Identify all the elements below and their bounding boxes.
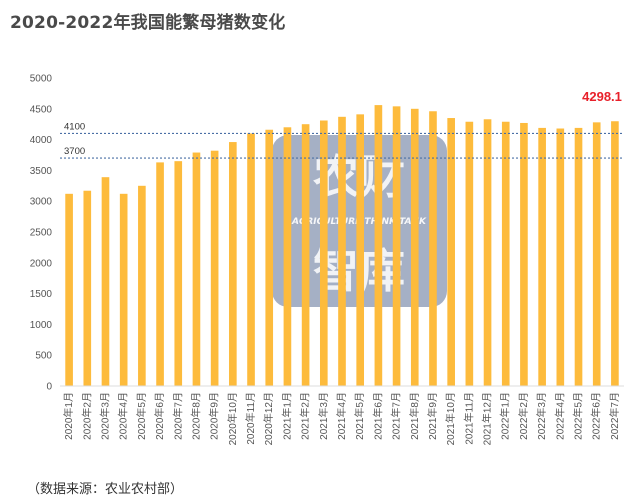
- x-tick-label: 2020年11月: [244, 392, 257, 445]
- bar: [319, 120, 328, 386]
- bar: [83, 190, 92, 386]
- x-tick-label: 2020年10月: [226, 392, 239, 445]
- bar: [356, 114, 365, 386]
- x-tick-label: 2022年1月: [499, 392, 512, 440]
- x-tick-label: 2021年1月: [280, 392, 293, 440]
- y-axis: 0 500 1000 1500 2000 2500 3000 3500 4000 4500 5000: [30, 74, 53, 393]
- y-tick-label: 3000: [30, 197, 53, 208]
- x-tick-label: 2021年2月: [299, 392, 312, 440]
- y-tick-label: 4000: [30, 135, 53, 146]
- bar: [174, 161, 183, 386]
- bar: [65, 193, 73, 386]
- bar: [538, 127, 546, 387]
- data-source-note: （数据来源：农业农村部）: [27, 482, 184, 497]
- bars-layer: [65, 105, 619, 387]
- x-tick-label: 2020年12月: [262, 392, 275, 445]
- x-tick-label: 2020年3月: [98, 392, 111, 440]
- y-tick-label: 4500: [30, 104, 53, 115]
- last-value-label: 4298.1: [582, 89, 622, 104]
- bar: [210, 150, 219, 386]
- x-tick-label: 2022年3月: [535, 392, 548, 440]
- bar: [556, 128, 565, 386]
- x-tick-label: 2022年2月: [517, 392, 530, 440]
- y-tick-label: 2000: [30, 258, 53, 269]
- bar: [447, 118, 455, 386]
- x-tick-label: 2021年9月: [426, 392, 439, 440]
- reference-line-label: 3700: [64, 146, 85, 157]
- x-tick-label: 2022年7月: [608, 392, 621, 440]
- x-tick-label: 2022年4月: [553, 392, 566, 440]
- bar: [301, 124, 310, 386]
- bar: [338, 116, 346, 386]
- x-tick-label: 2022年6月: [590, 392, 603, 440]
- reference-line-label: 4100: [64, 121, 85, 132]
- bar: [283, 127, 292, 386]
- x-tick-label: 2021年6月: [371, 392, 384, 440]
- bar: [465, 121, 474, 387]
- x-tick-label: 2021年4月: [335, 392, 348, 440]
- annotations: 4298.1: [582, 89, 622, 104]
- y-tick-label: 0: [46, 382, 52, 393]
- reference-lines: 4100 3700: [60, 121, 624, 159]
- bar: [101, 177, 110, 386]
- bar: [229, 142, 237, 386]
- y-tick-label: 3500: [30, 166, 53, 177]
- x-axis: 2020年1月 2020年2月 2020年3月 2020年4月 2020年5月 2020年…: [60, 385, 624, 445]
- bar: [429, 111, 437, 386]
- x-tick-label: 2020年2月: [80, 392, 93, 440]
- bar: [501, 121, 510, 387]
- x-tick-label: 2022年5月: [572, 392, 585, 440]
- y-tick-label: 1500: [30, 289, 53, 300]
- bar-chart: 农财 AGRICULTURE THINK TANK 智库 05001000150…: [30, 74, 624, 445]
- x-tick-label: 2020年1月: [62, 392, 75, 440]
- x-tick-label: 2020年6月: [153, 392, 166, 440]
- x-tick-label: 2021年5月: [353, 392, 366, 440]
- x-tick-label: 2021年12月: [481, 392, 494, 445]
- bar: [592, 122, 601, 386]
- bar: [119, 193, 128, 386]
- bar: [410, 108, 419, 387]
- bar: [611, 121, 619, 387]
- bar: [374, 105, 383, 386]
- bar: [265, 129, 274, 387]
- x-tick-label: 2021年11月: [462, 392, 475, 445]
- x-tick-label: 2021年7月: [390, 392, 403, 440]
- x-tick-label: 2020年8月: [189, 392, 202, 440]
- bar: [483, 119, 492, 387]
- bar: [156, 162, 164, 386]
- bar: [247, 133, 255, 386]
- x-tick-label: 2020年9月: [208, 392, 221, 440]
- x-tick-label: 2021年3月: [317, 392, 330, 440]
- chart-title: 2020-2022年我国能繁母猪数变化: [10, 13, 286, 33]
- x-tick-label: 2020年7月: [171, 392, 184, 440]
- x-tick-label: 2020年4月: [117, 392, 130, 440]
- y-tick-label: 1000: [30, 320, 53, 331]
- x-tick-label: 2020年5月: [135, 392, 148, 440]
- bar: [192, 152, 201, 386]
- bar: [520, 122, 528, 386]
- bar: [392, 106, 401, 386]
- y-tick-label: 2500: [30, 228, 53, 239]
- x-tick-label: 2021年8月: [408, 392, 421, 440]
- y-tick-label: 500: [35, 351, 52, 362]
- bar: [574, 127, 583, 387]
- y-tick-label: 5000: [30, 74, 53, 85]
- x-tick-label: 2021年10月: [444, 392, 457, 445]
- bar: [138, 185, 146, 386]
